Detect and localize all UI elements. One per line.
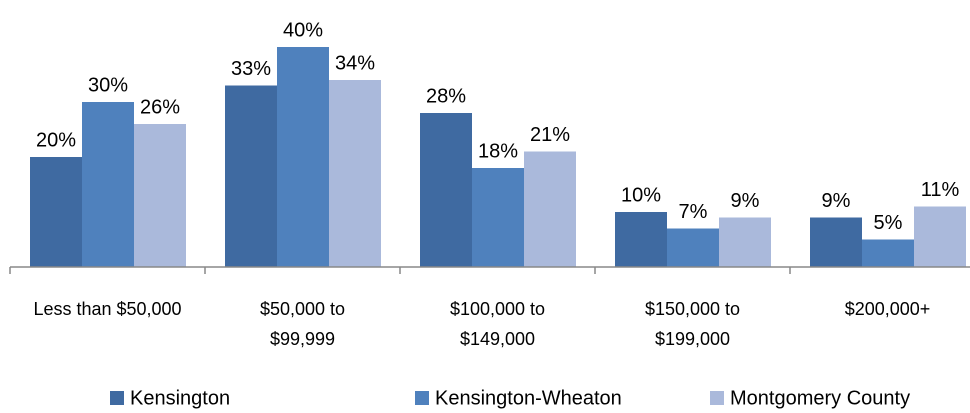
bar <box>862 239 914 267</box>
legend-label: Kensington <box>130 387 230 409</box>
data-label: 5% <box>874 212 903 234</box>
bar <box>30 157 82 267</box>
data-label: 10% <box>621 184 661 206</box>
x-tick-label: $200,000+ <box>845 299 931 319</box>
data-label: 18% <box>478 140 518 162</box>
data-label: 30% <box>88 74 128 96</box>
x-tick-label: $150,000 to $199,000 <box>645 299 740 349</box>
bar <box>719 217 771 267</box>
data-label: 28% <box>426 85 466 107</box>
x-tick-label: $100,000 to $149,000 <box>450 299 545 349</box>
legend-label: Kensington-Wheaton <box>435 387 622 409</box>
data-label: 7% <box>679 201 708 223</box>
x-tick-label: Less than $50,000 <box>33 299 181 319</box>
data-label: 11% <box>921 179 960 201</box>
legend-swatch <box>710 391 724 405</box>
data-label: 33% <box>231 58 271 80</box>
legend-label: Montgomery County <box>730 387 910 409</box>
bar <box>134 124 186 267</box>
data-label: 9% <box>822 190 851 212</box>
bar <box>472 168 524 267</box>
bar <box>615 212 667 267</box>
bar <box>810 217 862 267</box>
bar <box>420 113 472 267</box>
bar <box>914 206 966 267</box>
bar <box>277 47 329 267</box>
bar <box>225 85 277 267</box>
bar <box>667 228 719 267</box>
bar <box>82 102 134 267</box>
data-label: 20% <box>36 129 76 151</box>
bar <box>524 151 576 267</box>
legend-swatch <box>110 391 124 405</box>
legend-swatch <box>415 391 429 405</box>
data-label: 9% <box>731 190 760 212</box>
data-label: 21% <box>530 124 570 146</box>
data-label: 34% <box>335 52 375 74</box>
x-tick-label: $50,000 to $99,999 <box>260 299 345 349</box>
bar <box>329 80 381 267</box>
data-label: 40% <box>283 19 323 41</box>
data-label: 26% <box>140 96 180 118</box>
